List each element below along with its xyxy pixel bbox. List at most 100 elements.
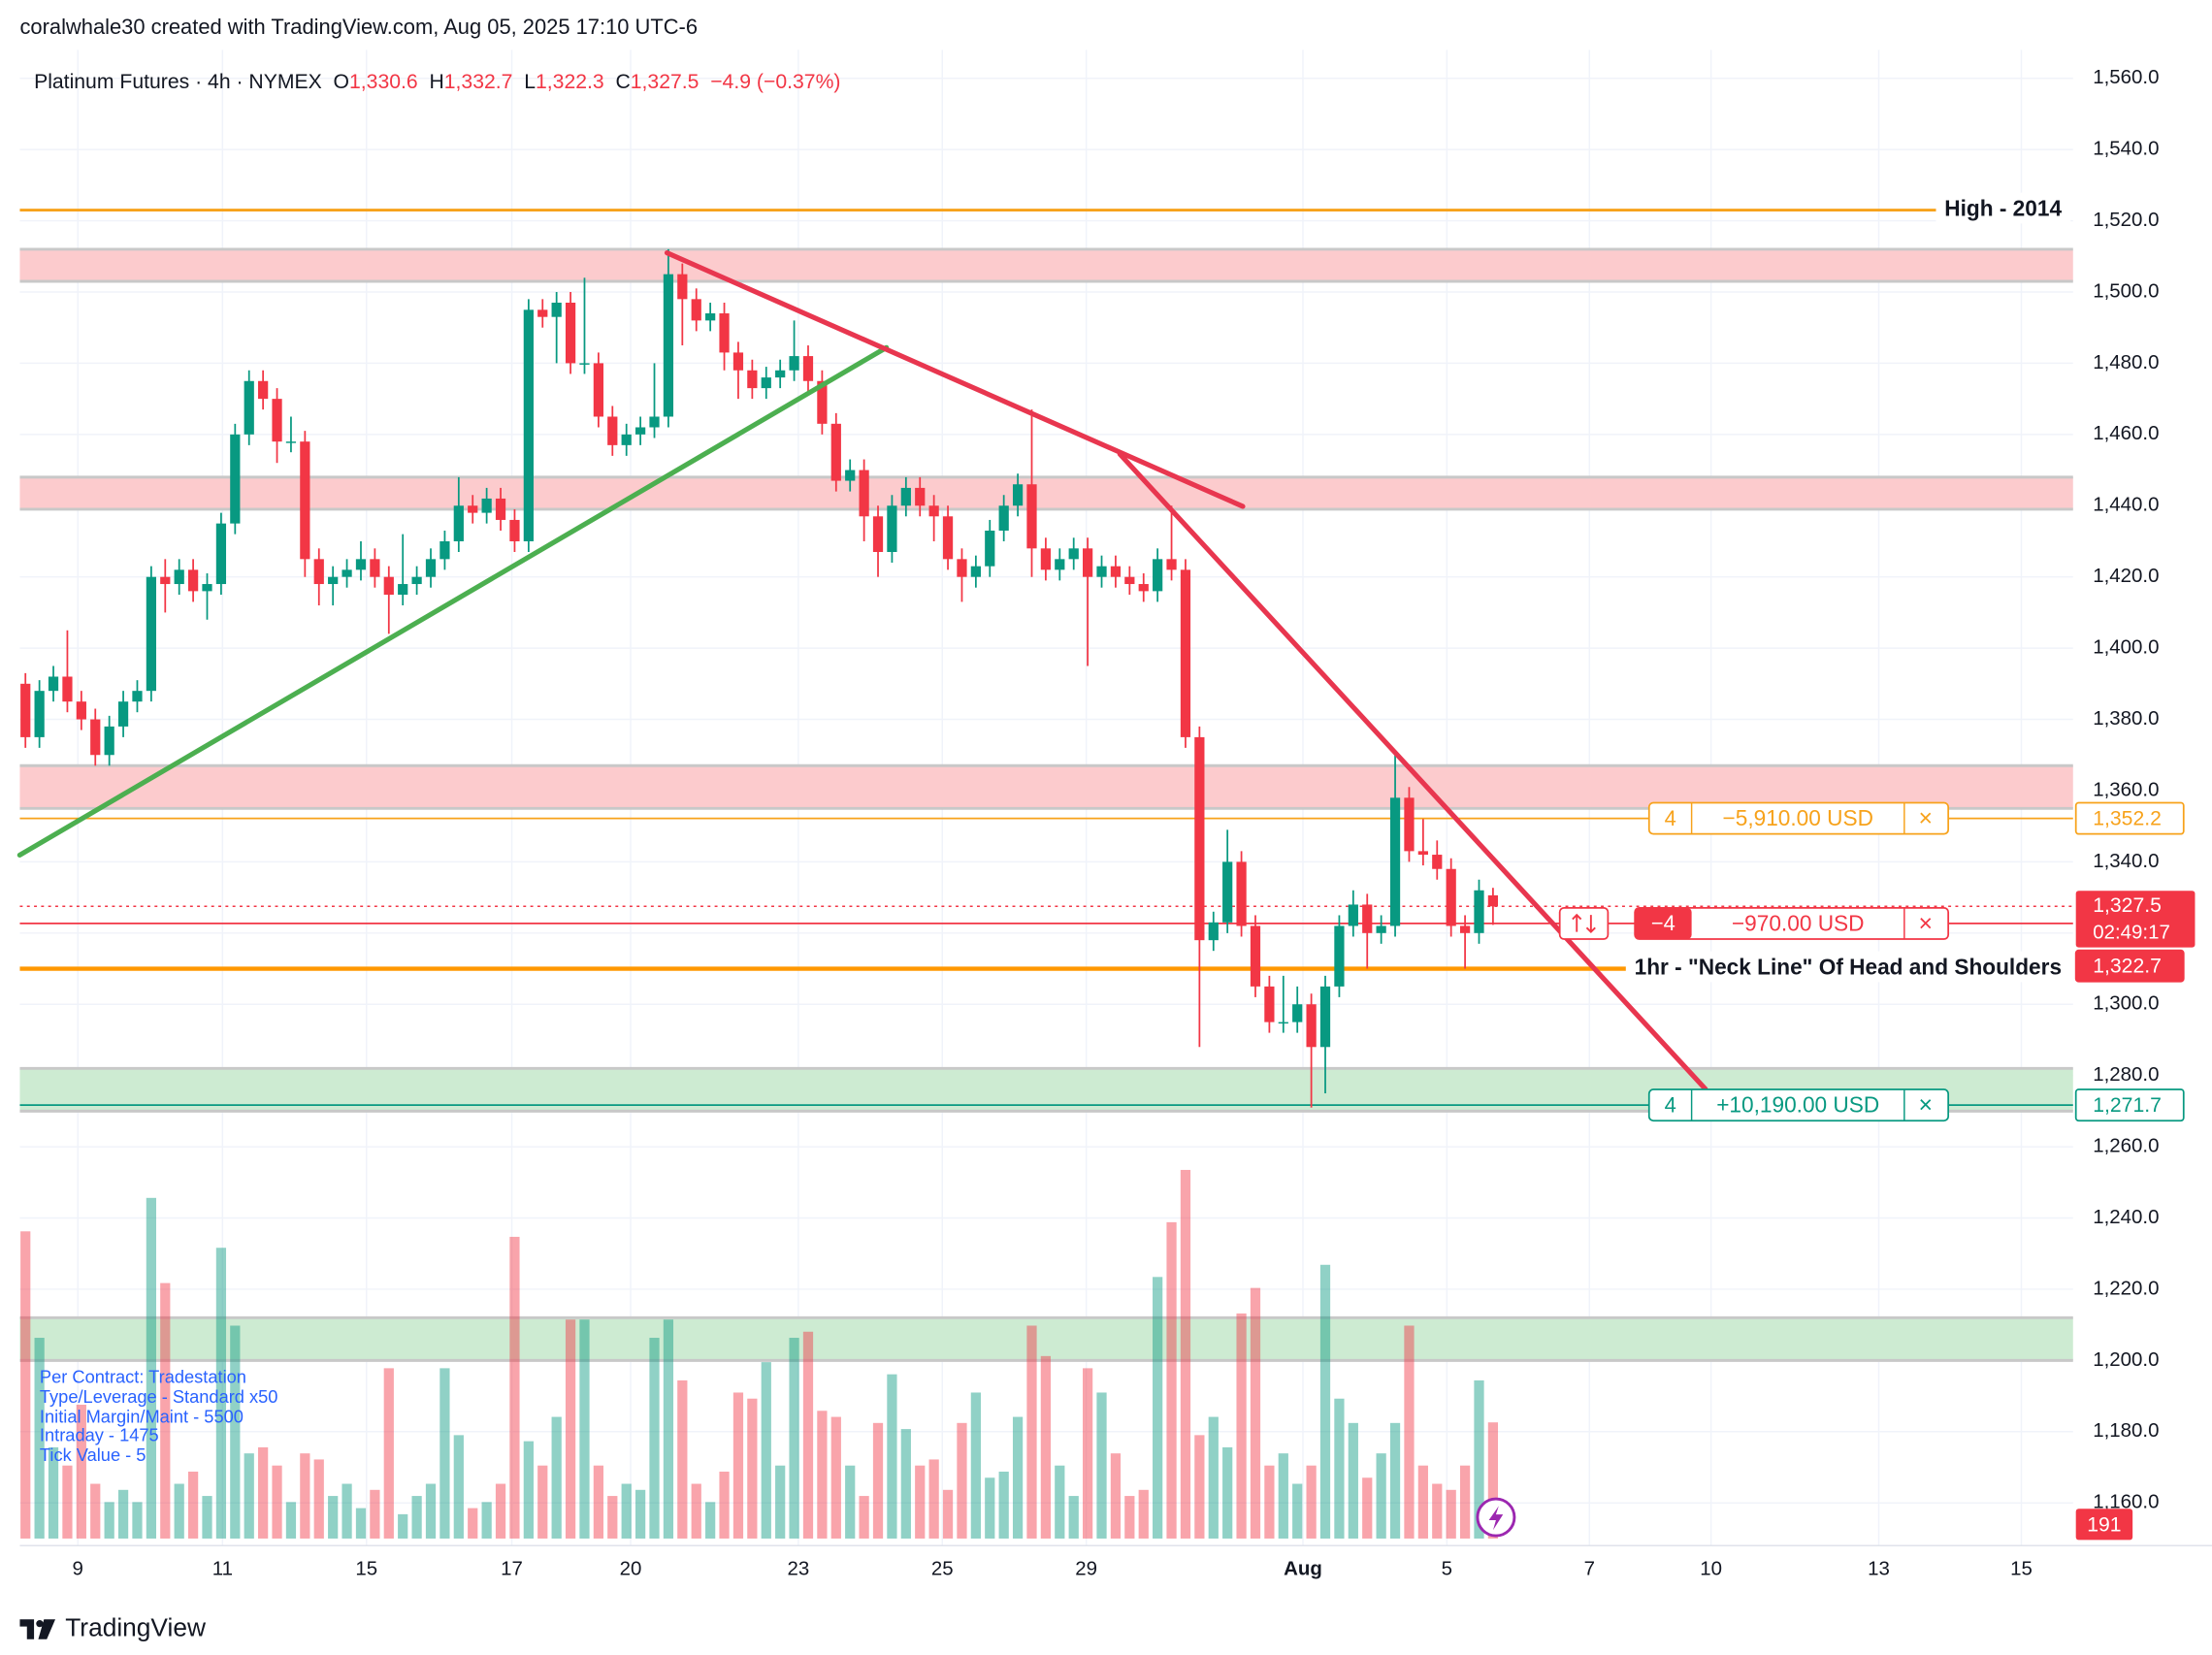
y-tick-label: 1,360.0	[2093, 778, 2159, 800]
candle-body	[285, 441, 297, 443]
candle-body	[495, 498, 506, 520]
volume-bar	[1348, 1422, 1358, 1539]
tv-logo	[19, 1619, 55, 1639]
x-tick-label: Aug	[1284, 1558, 1322, 1580]
candle-body	[174, 569, 184, 585]
volume-bar	[132, 1502, 143, 1539]
volume-bar	[215, 1248, 227, 1539]
position-close[interactable]: ×	[1919, 806, 1934, 832]
trendline	[664, 250, 1246, 509]
volume-bar	[1026, 1325, 1037, 1539]
volume-bar	[1417, 1465, 1428, 1539]
candle-body	[887, 505, 897, 552]
volume-bar	[1319, 1264, 1331, 1539]
volume-bar	[1236, 1313, 1247, 1539]
candle-body	[355, 559, 367, 570]
x-tick-label: 15	[2010, 1558, 2033, 1580]
candle-body	[1306, 1004, 1317, 1048]
position-qty: 4	[1665, 806, 1676, 830]
volume-bar	[1180, 1169, 1191, 1539]
y-tick-label: 1,500.0	[2093, 279, 2159, 302]
volume-bar	[160, 1282, 171, 1539]
volume-bar	[1138, 1489, 1149, 1539]
volume-bar	[174, 1483, 184, 1539]
volume-bar	[900, 1429, 911, 1539]
note: Tick Value - 5	[40, 1444, 146, 1465]
y-tick-label: 1,400.0	[2093, 636, 2159, 659]
position-close[interactable]: ×	[1919, 1092, 1934, 1119]
candle-body	[90, 719, 101, 756]
y-tick-label: 1,260.0	[2093, 1134, 2159, 1156]
candle-body	[104, 726, 114, 756]
volume-bar	[398, 1513, 408, 1539]
volume-bar	[453, 1435, 464, 1539]
candle-body	[1096, 566, 1107, 577]
position-qty: 4	[1665, 1092, 1676, 1117]
position-close[interactable]: ×	[1919, 911, 1934, 937]
candle-body	[732, 352, 744, 371]
candle-body	[160, 576, 171, 585]
candle-body	[62, 676, 73, 702]
candle-body	[48, 676, 59, 692]
candle-body	[1138, 584, 1149, 592]
volume-bar	[928, 1459, 939, 1539]
candle-body	[957, 559, 967, 577]
candle-body	[215, 523, 227, 585]
position-box	[1647, 801, 1950, 835]
position-pnl: +10,190.00 USD	[1716, 1092, 1879, 1118]
volume-bar	[342, 1483, 352, 1539]
candle-body	[579, 363, 590, 365]
legend-value: 1,330.6	[349, 71, 418, 93]
lightning-icon[interactable]	[1476, 1497, 1516, 1538]
candle-body	[146, 576, 156, 692]
volume-bar	[872, 1422, 884, 1539]
candle-body	[593, 363, 604, 417]
legend: Platinum Futures · 4h · NYMEX O1,330.6 H…	[34, 71, 840, 93]
price-line-label: 1hr - "Neck Line" Of Head and Shoulders	[1635, 955, 2062, 980]
position-price-box	[2074, 1088, 2185, 1122]
volume-bar	[272, 1465, 282, 1539]
volume-bar	[705, 1502, 716, 1539]
y-tick-label: 1,220.0	[2093, 1277, 2159, 1299]
volume-bar	[1474, 1379, 1484, 1539]
position-pnl: −5,910.00 USD	[1723, 805, 1873, 830]
volume-bar	[509, 1236, 520, 1539]
candle-body	[802, 356, 814, 381]
volume-bar	[258, 1446, 269, 1539]
label-background	[1625, 951, 2070, 983]
position-box	[1647, 1088, 1950, 1122]
volume-bar	[859, 1496, 869, 1539]
reverse-button[interactable]	[1558, 906, 1610, 940]
candle-body	[1236, 861, 1247, 926]
candle-body	[481, 498, 492, 513]
candle-body	[985, 530, 995, 567]
candle-body	[872, 516, 884, 552]
candle-body	[1166, 559, 1177, 570]
volume-bar	[1362, 1477, 1373, 1539]
candle-body	[1487, 894, 1499, 907]
candle-body	[1208, 922, 1219, 941]
position-price-label: 1,352.2	[2093, 808, 2162, 830]
candle-body	[761, 377, 771, 389]
volume-bar	[887, 1374, 897, 1539]
volume-bar	[1389, 1422, 1401, 1539]
candle-body	[1348, 904, 1358, 926]
candle-body	[998, 505, 1009, 531]
position-pnl: −970.00 USD	[1732, 910, 1865, 935]
volume-bar	[383, 1368, 394, 1539]
volume-bar	[34, 1338, 45, 1539]
header: coralwhale30 created with TradingView.co…	[19, 15, 698, 39]
volume-bar	[1082, 1368, 1093, 1539]
volume-bar	[1012, 1416, 1024, 1539]
volume-bar	[649, 1338, 660, 1539]
candle-body	[705, 313, 716, 321]
volume-bar	[1222, 1446, 1233, 1539]
candle-body	[928, 505, 939, 517]
volume-bar	[1153, 1277, 1163, 1539]
candle-body	[565, 303, 576, 364]
volume-bar	[285, 1502, 297, 1539]
candle-body	[747, 370, 758, 389]
volume-bar	[187, 1471, 199, 1539]
volume-bar	[998, 1471, 1009, 1539]
